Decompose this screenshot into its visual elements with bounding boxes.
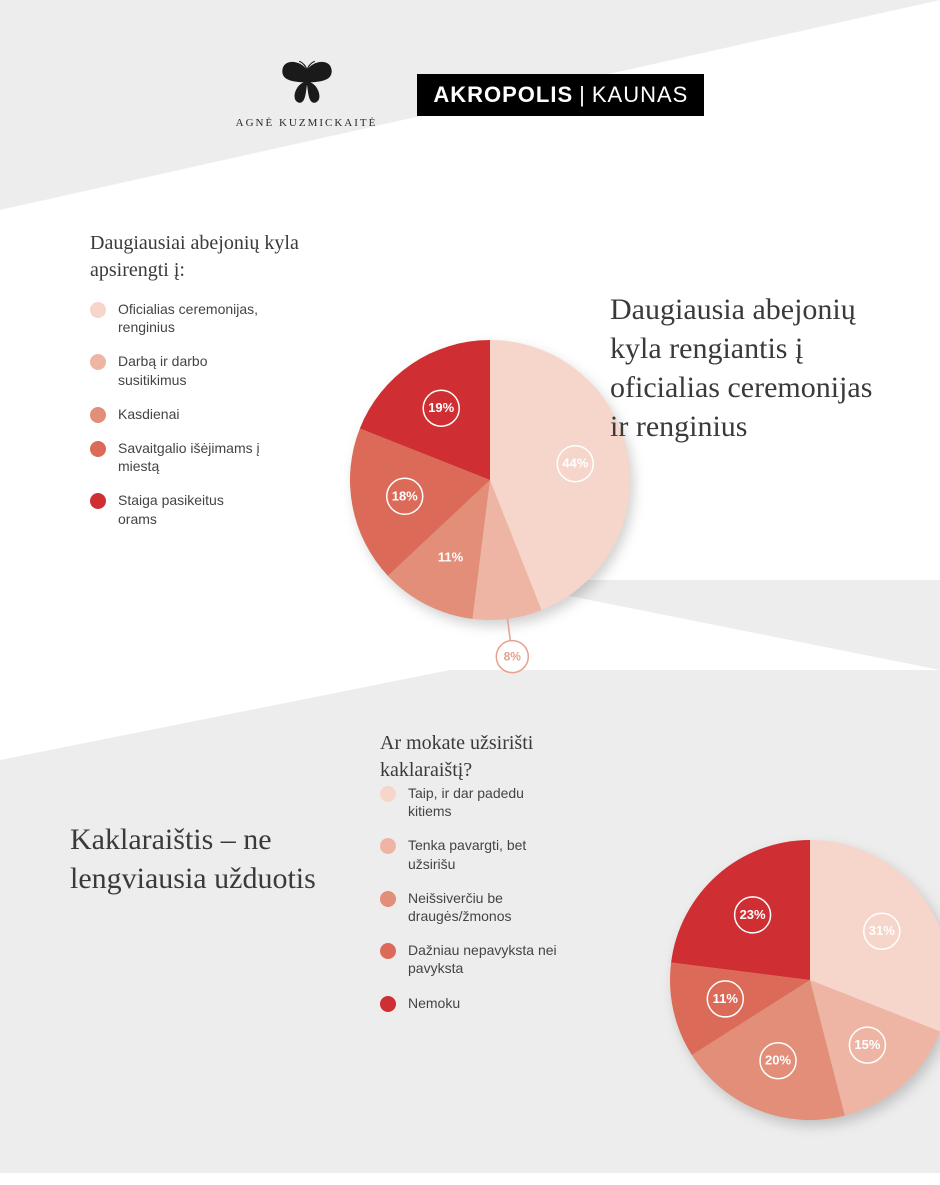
- chart1-question: Daugiausiai abejonių kyla apsirengti į:: [90, 230, 310, 284]
- swatch-icon: [380, 786, 396, 802]
- legend-item: Nemoku: [380, 994, 560, 1012]
- swatch-icon: [90, 354, 106, 370]
- akropolis-logo: AKROPOLIS|KAUNAS: [417, 74, 704, 116]
- brand-logo-block: AGNĖ KUZMICKAITĖ: [236, 60, 378, 129]
- brand-name: AGNĖ KUZMICKAITĖ: [236, 117, 378, 129]
- header: AGNĖ KUZMICKAITĖ AKROPOLIS|KAUNAS: [0, 60, 940, 129]
- legend-item: Staiga pasikeitus orams: [90, 491, 260, 527]
- legend-label: Neišsiverčiu be draugės/žmonos: [408, 889, 560, 925]
- swatch-icon: [380, 838, 396, 854]
- legend-label: Staiga pasikeitus orams: [118, 491, 260, 527]
- legend-label: Darbą ir darbo susitikimus: [118, 352, 260, 388]
- pie-pct-label: 20%: [765, 1053, 791, 1068]
- chart2-question: Ar mokate užsirišti kaklaraištį?: [380, 730, 620, 784]
- swatch-icon: [90, 302, 106, 318]
- legend-label: Savaitgalio išėjimams į miestą: [118, 439, 260, 475]
- pie-pct-label: 8%: [504, 650, 522, 664]
- pie-pct-label: 19%: [428, 400, 454, 415]
- swatch-icon: [90, 493, 106, 509]
- legend-item: Savaitgalio išėjimams į miestą: [90, 439, 260, 475]
- chart1-legend: Oficialias ceremonijas, renginius Darbą i…: [90, 300, 260, 544]
- section-chart-1: Daugiausiai abejonių kyla apsirengti į: …: [0, 230, 940, 650]
- pie-pct-label: 31%: [869, 923, 895, 938]
- swatch-icon: [90, 407, 106, 423]
- pie-pct-label: 15%: [854, 1037, 880, 1052]
- pie-pct-label: 18%: [392, 488, 418, 503]
- legend-label: Nemoku: [408, 994, 460, 1012]
- legend-label: Oficialias ceremonijas, renginius: [118, 300, 260, 336]
- legend-item: Taip, ir dar padedu kitiems: [380, 784, 560, 820]
- chart2-legend: Taip, ir dar padedu kitiems Tenka pavargt…: [380, 784, 560, 1028]
- akropolis-city: KAUNAS: [592, 82, 688, 107]
- legend-item: Tenka pavargti, bet užsirišu: [380, 836, 560, 872]
- legend-label: Tenka pavargti, bet užsirišu: [408, 836, 560, 872]
- legend-label: Dažniau nepavyksta nei pavyksta: [408, 941, 560, 977]
- chart2-pie: 31% 15% 20% 11% 23%: [610, 780, 940, 1185]
- swatch-icon: [380, 996, 396, 1012]
- chart2-headline: Kaklaraištis – ne lengviausia užduotis: [70, 820, 350, 898]
- legend-item: Kasdienai: [90, 405, 260, 423]
- pie-pct-label: 11%: [713, 991, 739, 1006]
- legend-item: Darbą ir darbo susitikimus: [90, 352, 260, 388]
- pie-pct-label: 11%: [438, 549, 464, 564]
- legend-item: Dažniau nepavyksta nei pavyksta: [380, 941, 560, 977]
- chart1-headline: Daugiausia abejonių kyla rengiantis į of…: [610, 290, 880, 446]
- akropolis-bold: AKROPOLIS: [433, 82, 573, 107]
- butterfly-icon: [279, 60, 335, 104]
- legend-label: Kasdienai: [118, 405, 180, 423]
- swatch-icon: [380, 891, 396, 907]
- pie-pct-label: 23%: [740, 907, 766, 922]
- swatch-icon: [380, 943, 396, 959]
- swatch-icon: [90, 441, 106, 457]
- legend-item: Oficialias ceremonijas, renginius: [90, 300, 260, 336]
- section-chart-2: Kaklaraištis – ne lengviausia užduotis A…: [0, 700, 940, 1150]
- legend-item: Neišsiverčiu be draugės/žmonos: [380, 889, 560, 925]
- pie-pct-label: 44%: [562, 456, 588, 471]
- legend-label: Taip, ir dar padedu kitiems: [408, 784, 560, 820]
